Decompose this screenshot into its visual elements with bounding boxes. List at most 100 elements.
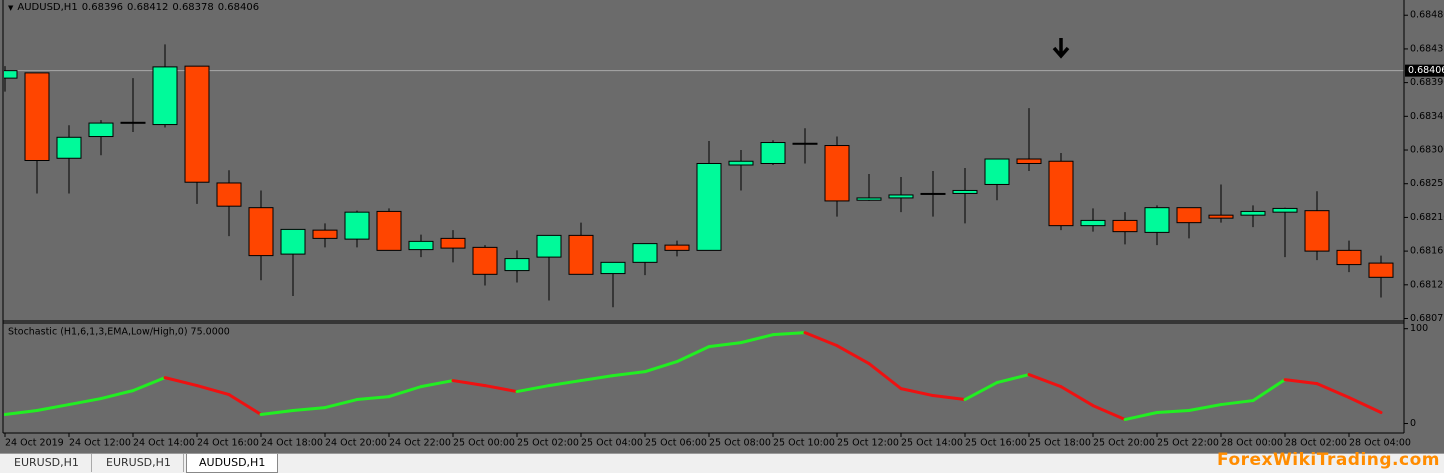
chart-tab[interactable]: AUDUSD,H1 [186,454,279,473]
candle-body [1112,219,1138,233]
candle-body [152,66,178,126]
candle-body [920,192,946,195]
tab-bar: EURUSD,H1 EURUSD,H1 AUDUSD,H1 [0,453,1444,473]
candle-body [1176,207,1202,224]
candle-body [216,182,242,207]
stochastic-segment [547,379,583,388]
background [0,0,1444,453]
candle-body [600,261,626,275]
stochastic-segment [579,374,615,383]
candle-body [1208,214,1234,219]
candle-body [376,210,402,251]
stochastic-segment [803,331,839,348]
stochastic-segment [515,384,551,394]
y-tick-label: 0.68255 [1410,178,1444,189]
open: 0.68396 [81,2,124,13]
stochastic-segment [611,370,647,378]
candle-body [984,158,1010,185]
stochastic-segment [1155,409,1191,415]
candle-body [568,234,594,275]
stochastic-segment [1059,385,1095,408]
candle-body [1016,158,1042,164]
candle-body [120,121,146,124]
candle-body [1144,207,1170,233]
candle-body [1304,210,1330,252]
x-tick-label: 25 Oct 08:00 [709,438,771,449]
candle-body [1336,249,1362,266]
y-tick-label: 0.68075 [1410,313,1444,324]
stochastic-segment [99,389,135,401]
candle-body [536,234,562,258]
candle-body [1048,160,1074,227]
stochastic-segment [1091,404,1127,422]
stochastic-segment [643,360,679,374]
x-tick-label: 24 Oct 16:00 [197,438,259,449]
stochastic-segment [4,409,39,417]
candle-body [856,197,882,201]
stochastic-segment [835,344,871,366]
stochastic-segment [1123,411,1159,422]
x-tick-label: 25 Oct 20:00 [1093,438,1155,449]
stochastic-segment [67,397,103,407]
stochastic-segment [1251,378,1287,403]
x-tick-label: 25 Oct 14:00 [901,438,963,449]
x-tick-label: 24 Oct 12:00 [69,438,131,449]
stochastic-segment [451,379,487,388]
candle-body [440,237,466,249]
stochastic-segment [867,362,903,391]
stochastic-segment [1219,399,1255,407]
candle-body [952,189,978,194]
x-tick-label: 25 Oct 00:00 [453,438,515,449]
candle-body [248,207,274,257]
chart-tab[interactable]: EURUSD,H1 [94,454,184,472]
stochastic-segment [163,376,199,388]
stochastic-segment [419,379,455,389]
x-tick-label: 28 Oct 02:00 [1285,438,1347,449]
candle-body [344,211,370,240]
x-tick-label: 24 Oct 22:00 [389,438,451,449]
x-tick-label: 25 Oct 02:00 [517,438,579,449]
stochastic-segment [1347,396,1383,415]
candle-body [632,243,658,263]
stochastic-segment [899,387,935,398]
stochastic-segment [963,381,999,402]
plot-area [4,44,1404,422]
stochastic-segment [131,376,167,393]
watermark: ForexWikiTrading.com [1217,450,1440,470]
stochastic-segment [323,398,359,410]
candle-body [4,70,18,79]
stochastic-segment [1315,382,1351,400]
candle-body [504,258,530,272]
y-tick-label: 0.68435 [1410,43,1444,54]
stochastic-segment [931,394,967,402]
stochastic-segment [227,393,263,417]
candle-body [760,142,786,164]
candle-body [312,229,338,239]
stochastic-segment [771,331,807,337]
stochastic-segment [1187,403,1223,413]
candle-body [1272,207,1298,213]
stochastic-segment [195,384,231,397]
x-tick-label: 25 Oct 10:00 [773,438,835,449]
price-label-box [1405,64,1444,77]
candle-body [1080,219,1106,227]
chart-tab[interactable]: EURUSD,H1 [2,454,92,472]
x-tick-label: 24 Oct 14:00 [133,438,195,449]
candle-body [792,142,818,145]
candle-body [696,162,722,251]
candle-body [888,194,914,199]
x-tick-label: 25 Oct 22:00 [1157,438,1219,449]
stochastic-segment [675,345,711,364]
candle-body [24,72,50,161]
x-tick-label: 24 Oct 2019 [5,438,64,449]
symbol-header: ▼ AUDUSD,H1 0.68396 0.68412 0.68378 0.68406 [8,2,263,13]
candle-body [280,228,306,255]
high: 0.68412 [127,2,169,13]
stochastic-segment [355,395,391,402]
